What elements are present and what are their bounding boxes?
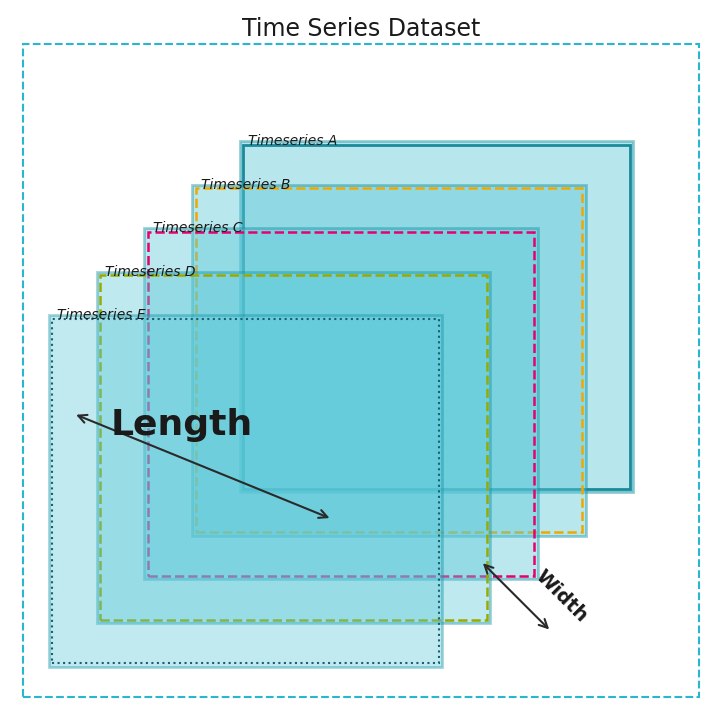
- Text: Timeseries D: Timeseries D: [105, 265, 196, 279]
- Bar: [145, 228, 538, 579]
- Bar: [196, 188, 582, 532]
- Text: Timeseries B: Timeseries B: [201, 178, 290, 192]
- Text: Timeseries C: Timeseries C: [153, 222, 242, 235]
- Bar: [49, 315, 442, 667]
- Text: Time Series Dataset: Time Series Dataset: [242, 18, 481, 42]
- Bar: [100, 275, 487, 620]
- Bar: [240, 141, 633, 492]
- Text: Timeseries A: Timeseries A: [249, 135, 338, 148]
- Bar: [53, 319, 439, 663]
- Text: Width: Width: [531, 566, 591, 626]
- Bar: [97, 272, 490, 623]
- Text: Length: Length: [111, 408, 253, 442]
- Bar: [192, 185, 586, 536]
- Bar: [244, 144, 630, 489]
- Bar: [148, 232, 534, 576]
- Text: Timeseries E: Timeseries E: [57, 309, 146, 322]
